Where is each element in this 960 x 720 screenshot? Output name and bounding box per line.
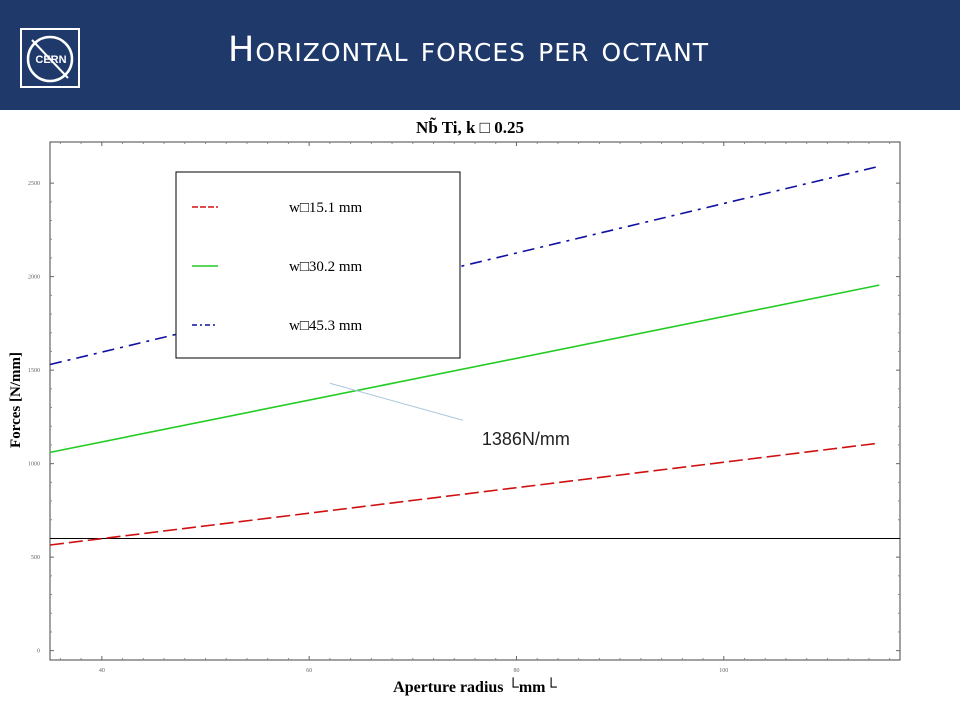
series-line-3: [49, 165, 880, 366]
y-tick-label: 1000: [28, 462, 40, 468]
page-title: Horizontal forces per octant: [228, 30, 710, 70]
y-tick-label: 0: [37, 649, 40, 655]
annotation-leader-line: [329, 382, 464, 421]
y-tick-label: 2500: [28, 181, 40, 187]
header-bar: CERN Horizontal forces per octant: [0, 0, 960, 110]
x-tick-label: 40: [99, 668, 105, 674]
cern-logo-text: CERN: [35, 54, 66, 66]
forces-chart: Nb̃ Ti, k □ 0.25 0 500 1000 1500 2000 2500 40…: [8, 117, 901, 696]
chart-title: Nb̃ Ti, k □ 0.25: [416, 117, 524, 137]
y-tick-label: 1500: [28, 368, 40, 374]
y-axis-label: Forces [N/mm]: [8, 352, 24, 448]
legend-label-3: w□45.3 mm: [289, 318, 363, 334]
annotation-text: 1386N/mm: [482, 429, 570, 449]
x-tick-label: 100: [719, 668, 728, 674]
legend: w□15.1 mm w□30.2 mm w□45.3 mm: [175, 171, 461, 359]
x-axis-label: Aperture radius └mm└: [393, 677, 557, 696]
y-tick-label: 2000: [28, 275, 40, 281]
x-tick-label: 60: [306, 668, 312, 674]
cern-logo: CERN: [20, 28, 80, 88]
y-tick-label: 500: [31, 555, 40, 561]
legend-label-1: w□15.1 mm: [289, 200, 363, 216]
series-line-1: [49, 442, 880, 546]
legend-label-2: w□30.2 mm: [289, 259, 363, 275]
series-line-2: [49, 284, 880, 454]
x-tick-label: 80: [513, 668, 519, 674]
legend-box: [175, 171, 461, 359]
